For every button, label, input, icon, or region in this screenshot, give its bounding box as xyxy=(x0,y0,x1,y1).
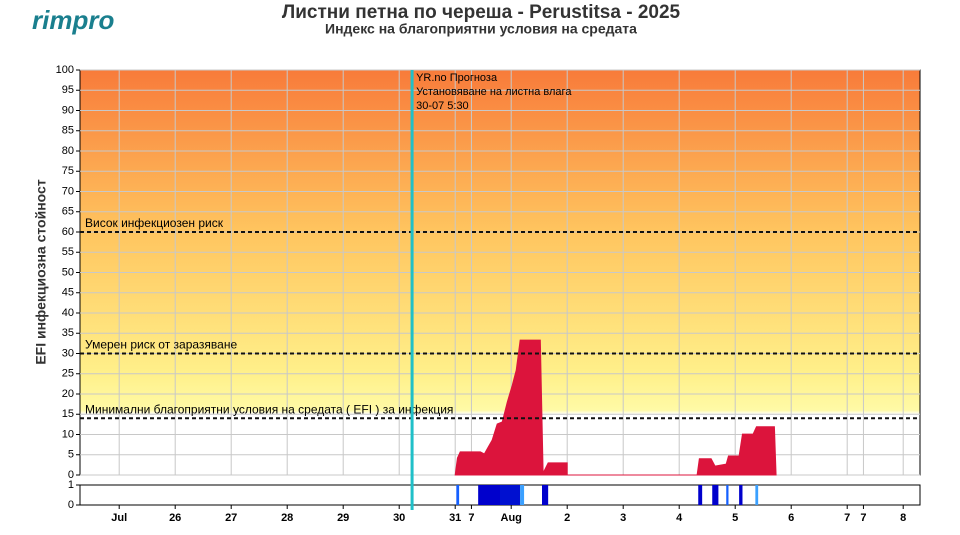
threshold-label: Висок инфекциозен риск xyxy=(85,216,224,230)
y-tick-label: 80 xyxy=(62,145,74,157)
y-tick-label: 90 xyxy=(62,104,74,116)
wetness-bar xyxy=(698,485,703,505)
y-tick-label: 75 xyxy=(62,165,74,177)
threshold-label: Минимални благоприятни условия на средат… xyxy=(85,402,453,416)
wetness-bar xyxy=(712,485,719,505)
wetness-bar xyxy=(542,485,549,505)
x-tick-label: 31 xyxy=(449,512,461,524)
y-tick-label: 45 xyxy=(62,287,74,299)
wetness-tick-label: 0 xyxy=(68,499,74,511)
x-tick-label: 2 xyxy=(564,512,570,524)
y-tick-label: 65 xyxy=(62,206,74,218)
y-tick-label: 0 xyxy=(68,469,74,481)
x-tick-label: 8 xyxy=(900,512,906,524)
y-tick-label: 10 xyxy=(62,428,74,440)
y-tick-label: 30 xyxy=(62,347,74,359)
x-tick-label: 26 xyxy=(169,512,181,524)
wetness-bar xyxy=(755,485,759,505)
x-tick-label: 29 xyxy=(337,512,349,524)
efi-area xyxy=(454,339,777,476)
y-axis-label: EFI инфекциозна стойност xyxy=(33,179,49,364)
forecast-label: YR.no Прогноза xyxy=(416,72,498,84)
x-tick-label: 6 xyxy=(788,512,794,524)
y-tick-label: 50 xyxy=(62,266,74,278)
x-tick-label: 28 xyxy=(281,512,293,524)
y-tick-label: 5 xyxy=(68,449,74,461)
x-tick-label: Jul xyxy=(111,512,127,524)
wetness-bar xyxy=(520,485,525,505)
wetness-bar xyxy=(739,485,743,505)
logo: rimpro xyxy=(32,5,114,35)
y-tick-label: 95 xyxy=(62,84,74,96)
wetness-tick-label: 1 xyxy=(68,479,74,491)
threshold-label: Умерен риск от заразяване xyxy=(85,338,237,352)
x-tick-label: 3 xyxy=(620,512,626,524)
x-tick-label: 4 xyxy=(676,512,683,524)
y-tick-label: 70 xyxy=(62,185,74,197)
y-tick-label: 85 xyxy=(62,125,74,137)
wetness-bar xyxy=(726,485,729,505)
chart-subtitle: Индекс на благоприятни условия на средат… xyxy=(325,21,637,37)
x-tick-label: 7 xyxy=(860,512,866,524)
y-tick-label: 60 xyxy=(62,226,74,238)
x-tick-label: 30 xyxy=(393,512,405,524)
chart-title: Листни петна по череша - Perustitsa - 20… xyxy=(282,2,681,23)
y-tick-label: 25 xyxy=(62,368,74,380)
y-tick-label: 15 xyxy=(62,408,74,420)
y-tick-label: 100 xyxy=(56,64,74,76)
x-tick-label: 5 xyxy=(732,512,738,524)
wetness-bar xyxy=(456,485,460,505)
x-tick-label: Aug xyxy=(501,512,522,524)
x-tick-label: 27 xyxy=(225,512,237,524)
y-tick-label: 20 xyxy=(62,388,74,400)
x-tick-label: 7 xyxy=(468,512,474,524)
wetness-bar xyxy=(478,485,500,505)
forecast-label: Установяване на листна влага xyxy=(416,86,572,98)
y-tick-label: 55 xyxy=(62,246,74,258)
y-tick-label: 35 xyxy=(62,327,74,339)
y-tick-label: 40 xyxy=(62,307,74,319)
wetness-bar xyxy=(500,485,521,505)
forecast-label: 30-07 5:30 xyxy=(416,100,469,112)
x-tick-label: 7 xyxy=(844,512,850,524)
